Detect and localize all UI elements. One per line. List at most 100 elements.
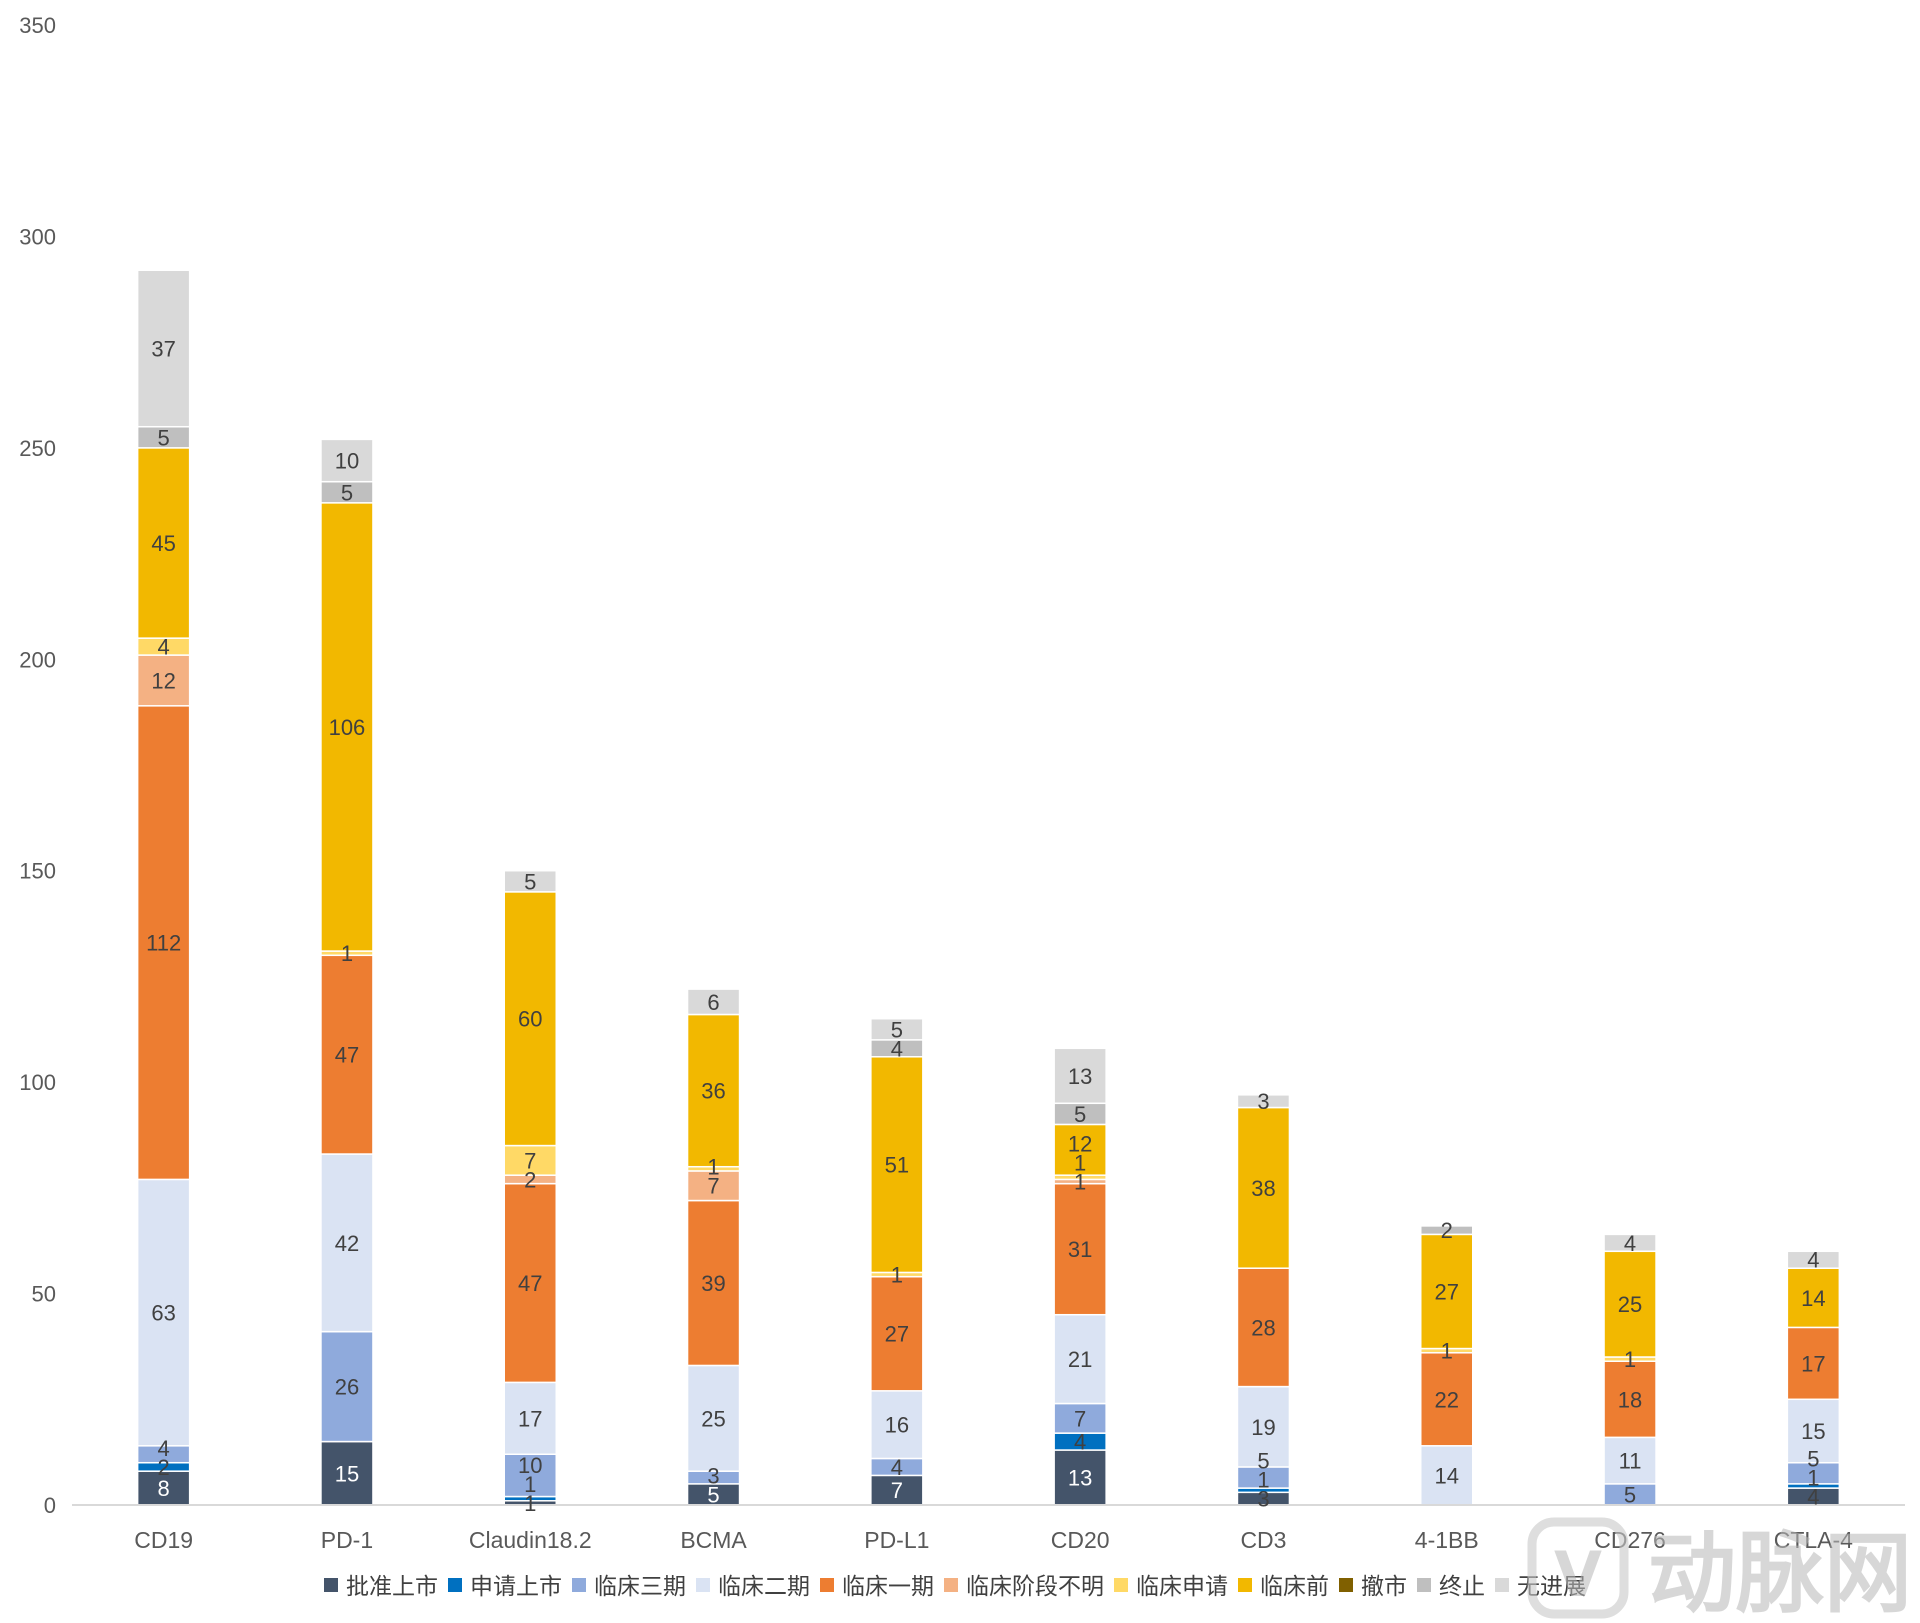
data-label: 19: [1251, 1415, 1275, 1440]
data-label: 60: [518, 1007, 542, 1032]
legend-swatch: [1114, 1578, 1128, 1592]
bar-segment: [686, 1170, 741, 1202]
data-label: 1: [891, 1263, 903, 1288]
bar-segment: [503, 1381, 557, 1456]
data-label: 3: [1257, 1487, 1269, 1512]
bar-segment: [1236, 1106, 1291, 1269]
bar-segment: [686, 1013, 741, 1168]
data-label: 7: [1074, 1406, 1086, 1431]
legend-swatch: [944, 1578, 958, 1592]
data-label: 6: [707, 990, 719, 1015]
data-label: 47: [518, 1271, 542, 1296]
data-label: 4: [1074, 1430, 1086, 1455]
legend-swatch: [324, 1578, 338, 1592]
data-label: 16: [885, 1413, 909, 1438]
legend-item: 撤市: [1339, 1573, 1407, 1599]
legend-label: 终止: [1439, 1573, 1485, 1599]
data-label: 7: [707, 1174, 719, 1199]
x-tick-label: PD-L1: [864, 1527, 929, 1553]
data-label: 26: [335, 1375, 359, 1400]
data-label: 4: [1807, 1485, 1819, 1510]
data-label: 12: [1068, 1132, 1092, 1157]
data-label: 2: [1441, 1218, 1453, 1243]
data-label: 42: [335, 1231, 359, 1256]
data-label: 7: [891, 1478, 903, 1503]
legend-item: 临床前: [1238, 1573, 1329, 1599]
data-label: 5: [341, 480, 353, 505]
legend-swatch: [572, 1578, 586, 1592]
data-label: 14: [1435, 1463, 1459, 1488]
bar-segment: [1786, 1326, 1841, 1401]
watermark: V 动脉网: [1527, 1517, 1912, 1623]
data-label: 8: [158, 1476, 170, 1501]
data-label: 4: [158, 1436, 170, 1461]
x-tick-label: PD-1: [321, 1527, 373, 1553]
bar-segment: [1053, 1047, 1107, 1105]
legend-label: 临床阶段不明: [966, 1573, 1104, 1599]
watermark-text: 动脉网: [1648, 1522, 1912, 1623]
legend-item: 终止: [1417, 1573, 1485, 1599]
y-tick-label: 50: [32, 1282, 56, 1307]
data-label: 4: [891, 1455, 903, 1480]
bar-segment: [1603, 1436, 1657, 1485]
bar-segment: [136, 705, 191, 1181]
data-label: 15: [335, 1461, 359, 1486]
data-label: 1: [1074, 1170, 1086, 1195]
bar-segment: [320, 502, 374, 952]
data-label: 3: [707, 1463, 719, 1488]
legend-label: 临床三期: [594, 1573, 686, 1599]
y-tick-label: 200: [19, 647, 56, 672]
y-tick-label: 150: [19, 859, 56, 884]
data-label: 1: [1074, 1151, 1086, 1176]
bar-segment: [503, 1144, 557, 1176]
data-label: 27: [1435, 1279, 1459, 1304]
data-label: 1: [707, 1155, 719, 1180]
bar-segment: [1420, 1352, 1474, 1447]
data-label: 47: [335, 1043, 359, 1068]
data-label: 5: [1624, 1482, 1636, 1507]
x-tick-label: CD3: [1240, 1527, 1286, 1553]
bar-segment: [320, 1153, 374, 1333]
bar-segment: [503, 1182, 557, 1384]
legend-item: 申请上市: [448, 1573, 562, 1599]
y-axis: 0 50 100 150 200 250 300 350: [19, 13, 56, 1518]
legend-label: 临床二期: [718, 1573, 810, 1599]
bar-segment: [1420, 1233, 1474, 1350]
data-label: 4: [1807, 1248, 1819, 1273]
bar-segment: [1236, 1094, 1291, 1109]
legend-label: 临床前: [1260, 1573, 1329, 1599]
bar-segment: [686, 988, 741, 1016]
data-labels: 8246311212445537152642471106510111017472…: [146, 336, 1825, 1515]
bar-segment: [1420, 1445, 1474, 1506]
data-label: 5: [891, 1017, 903, 1042]
bar-segment: [1786, 1398, 1841, 1464]
legend-item: 批准上市: [324, 1573, 438, 1599]
data-label: 37: [151, 336, 175, 361]
data-label: 7: [524, 1148, 536, 1173]
data-label: 17: [1801, 1351, 1825, 1376]
bar-segment: [686, 1199, 741, 1367]
bar-segment: [1053, 1123, 1107, 1176]
data-label: 1: [524, 1491, 536, 1516]
data-label: 5: [1074, 1102, 1086, 1127]
watermark-logo-mark: V: [1554, 1538, 1602, 1611]
data-label: 11: [1619, 1449, 1642, 1474]
data-label: 39: [701, 1271, 725, 1296]
bar-segment: [1420, 1225, 1474, 1236]
x-tick-label: Claudin18.2: [469, 1527, 592, 1553]
data-label: 3: [1257, 1089, 1269, 1114]
data-label: 22: [1435, 1387, 1459, 1412]
legend-label: 批准上市: [346, 1573, 438, 1599]
bar-segment: [1236, 1385, 1291, 1468]
data-label: 25: [1618, 1292, 1642, 1317]
watermark-logo-icon: [1527, 1517, 1629, 1619]
legend-swatch: [1339, 1578, 1353, 1592]
data-label: 5: [707, 1482, 719, 1507]
data-label: 4: [1624, 1231, 1636, 1256]
data-label: 4: [891, 1036, 903, 1061]
legend-swatch: [820, 1578, 834, 1592]
legend-swatch: [448, 1578, 462, 1592]
data-label: 5: [1257, 1449, 1269, 1474]
data-label: 13: [1068, 1064, 1092, 1089]
